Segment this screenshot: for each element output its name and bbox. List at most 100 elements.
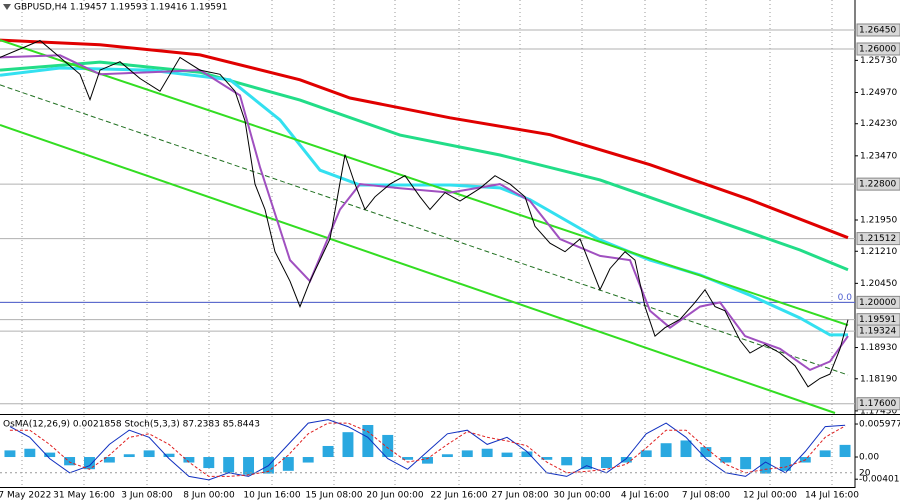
osma-bar	[720, 457, 732, 463]
level-label-box	[856, 42, 900, 56]
y-tick-label: 1.20450	[860, 279, 897, 289]
x-tick-label: 12 Jul 00:00	[743, 491, 797, 501]
x-tick-label: 4 Jul 16:00	[621, 491, 670, 501]
y-tick-label: 1.18930	[860, 343, 897, 353]
x-tick-label: 22 Jun 16:00	[430, 491, 487, 501]
osma-bar	[561, 457, 573, 466]
series-line	[0, 60, 849, 272]
osma-bar	[521, 451, 533, 458]
y-tick-label: 1.25730	[860, 56, 897, 66]
x-tick-label: 15 Jun 08:00	[305, 491, 362, 501]
osma-bar	[422, 457, 433, 464]
osma-bar	[342, 432, 354, 458]
x-tick-label: 27 May 2022	[0, 491, 51, 501]
osma-bar	[143, 450, 155, 458]
level-label-box	[856, 177, 900, 191]
osma-bar	[302, 457, 314, 463]
level-label: 1.17600	[859, 399, 896, 409]
osma-bar	[461, 450, 473, 458]
stoch-line	[9, 419, 846, 481]
osma-bar	[362, 424, 374, 458]
osma-bar	[4, 450, 16, 458]
level-label: 1.20000	[859, 298, 896, 308]
series-line	[0, 39, 849, 327]
osma-bar	[640, 450, 652, 458]
osma-bar	[600, 457, 612, 469]
osma-bar	[223, 457, 235, 473]
osma-bar	[620, 457, 632, 463]
osma-bar	[481, 448, 493, 458]
level-label-box	[856, 295, 900, 309]
x-tick-label: 14 Jul 16:00	[805, 491, 859, 501]
osma-bar	[84, 457, 95, 470]
osma-bar	[839, 444, 851, 458]
x-tick-label: 20 Jun 00:00	[366, 491, 423, 501]
series-line	[0, 39, 849, 388]
level-label: 1.26450	[859, 25, 896, 35]
chart-title: GBPUSD,H4 1.19457 1.19593 1.19416 1.1959…	[14, 3, 227, 13]
osma-bar	[760, 457, 771, 474]
y-tick-label: 1.17430	[860, 406, 897, 416]
osma-bar	[779, 457, 791, 471]
osma-bar	[243, 457, 255, 475]
osma-bar	[103, 457, 115, 463]
level-label-box	[856, 397, 900, 411]
osma-bar	[819, 450, 831, 458]
level-label: 1.21512	[859, 234, 896, 244]
y-tick-label: 1.23470	[860, 151, 897, 161]
osma-bar	[441, 454, 453, 458]
x-tick-label: 3 Jun 08:00	[121, 491, 173, 501]
y-tick-label: 0.00	[859, 453, 879, 463]
x-tick-label: 31 May 16:00	[53, 491, 115, 501]
level-label-box	[856, 232, 900, 246]
osma-bar	[203, 457, 215, 469]
y-tick-label: 0.005977	[859, 420, 900, 430]
x-tick-label: 10 Jun 16:00	[243, 491, 300, 501]
x-tick-label: 27 Jun 08:00	[491, 491, 548, 501]
osma-bar	[44, 452, 56, 458]
osma-bar	[402, 457, 414, 460]
osma-bar	[680, 440, 692, 458]
series-line	[0, 38, 849, 240]
level-label: 1.19591	[859, 315, 896, 325]
osma-bar	[282, 457, 294, 471]
osma-bar	[700, 447, 712, 458]
y-tick-label: 1.21210	[860, 247, 897, 257]
indicator-title: OsMA(12,26,9) 0.0021858 Stoch(5,3,3) 87.…	[3, 420, 260, 430]
osma-bar	[163, 453, 175, 458]
series-line	[0, 54, 849, 372]
level-label-box	[856, 324, 900, 338]
osma-bar	[123, 454, 135, 458]
y-tick-label: -0.004017	[859, 475, 900, 485]
y2-tick-label: 20	[859, 468, 871, 478]
osma-bar	[64, 457, 76, 466]
y-tick-label: 1.18190	[860, 374, 897, 384]
y-tick-label: 1.24970	[860, 88, 897, 98]
title-icon	[3, 4, 11, 10]
x-tick-label: 7 Jul 08:00	[682, 491, 731, 501]
series-line	[0, 124, 836, 414]
osma-bar	[740, 457, 752, 470]
level-label-box	[856, 23, 900, 37]
x-tick-label: 30 Jun 00:00	[553, 491, 610, 501]
x-tick-label: 8 Jun 00:00	[183, 491, 235, 501]
osma-bar	[501, 452, 513, 458]
osma-bar	[581, 457, 593, 470]
osma-bar	[322, 445, 334, 458]
fib-label: 0.0	[838, 293, 853, 303]
osma-bar	[660, 443, 672, 458]
stoch-line	[9, 422, 846, 477]
y-tick-label: 1.21950	[860, 216, 897, 226]
series-line	[0, 66, 848, 337]
y-tick-label: 1.24230	[860, 119, 897, 129]
osma-bar	[382, 434, 394, 458]
osma-bar	[541, 457, 553, 460]
level-label: 1.26000	[859, 44, 896, 54]
level-label: 1.22800	[859, 180, 896, 190]
level-label: 1.19324	[859, 327, 896, 337]
osma-bar	[24, 448, 36, 458]
osma-bar	[183, 457, 195, 463]
series-line	[0, 84, 849, 376]
